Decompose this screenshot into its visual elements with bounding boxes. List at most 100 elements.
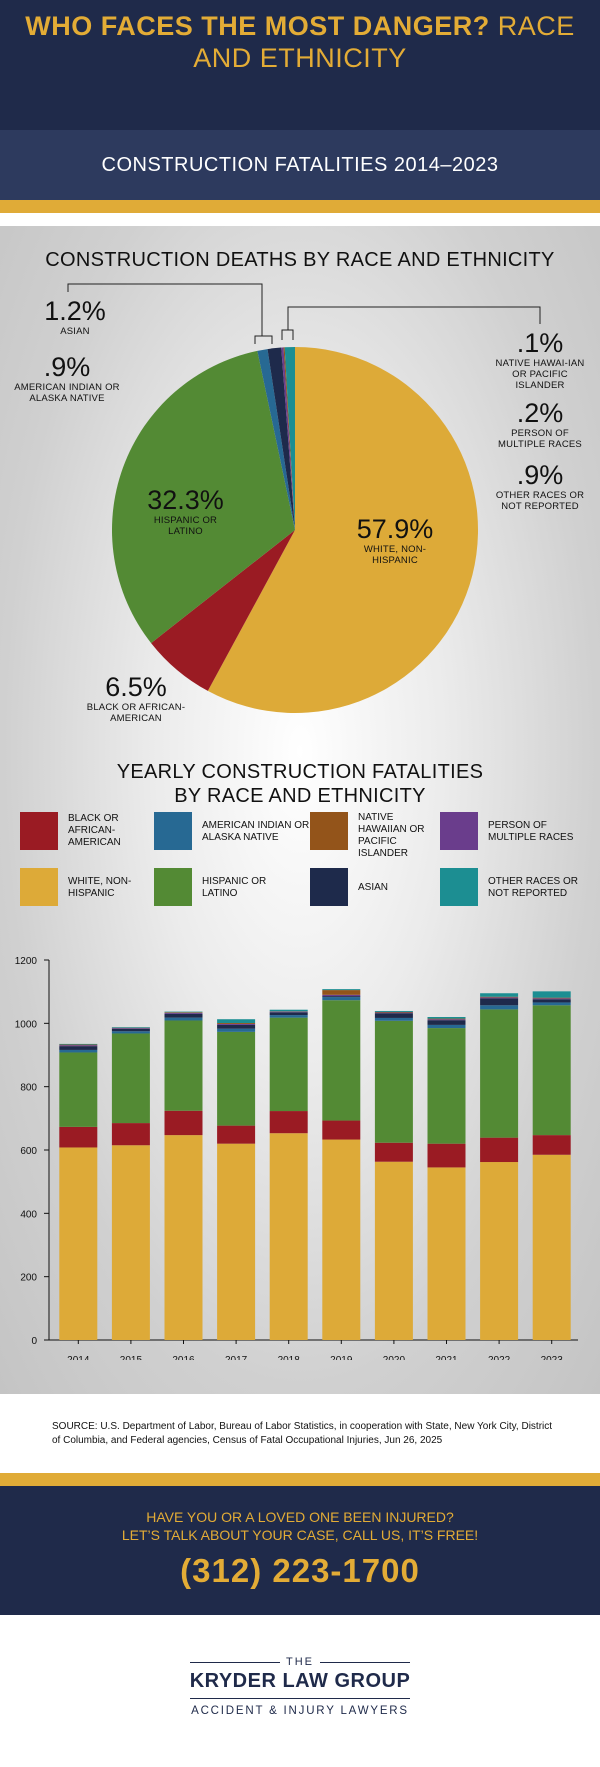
pie-pct-other: .9%	[516, 460, 564, 490]
legend-label-white: WHITE, NON-HISPANIC	[68, 876, 132, 899]
bar-segment-native_hawaiian	[427, 1018, 466, 1020]
pie-label-hispanic: 32.3% HISPANIC OR LATINO	[138, 485, 233, 537]
pie-slice-asian	[267, 347, 295, 530]
x-tick-label: 2017	[225, 1355, 248, 1360]
bar-segment-hispanic	[59, 1052, 98, 1127]
legend-swatch-asian	[310, 868, 348, 906]
bar-segment-native_hawaiian	[374, 1011, 413, 1013]
pie-pct-american-indian: .9%	[43, 352, 91, 382]
logo-the: THE	[286, 1656, 314, 1668]
bar-segment-black	[59, 1126, 98, 1148]
pie-slice-american_indian	[257, 349, 295, 530]
logo-tagline: ACCIDENT & INJURY LAWYERS	[191, 1705, 409, 1717]
bar-segment-white_nonhispanic	[322, 1139, 361, 1340]
legend-swatch-multiple	[440, 812, 478, 850]
pie-lbl-hispanic: HISPANIC OR LATINO	[153, 515, 218, 537]
pie-pct-multiple: .2%	[516, 398, 564, 428]
bar-segment-native_hawaiian	[217, 1023, 256, 1024]
bar-segment-american_indian	[59, 1049, 98, 1053]
bar-segment-white_nonhispanic	[164, 1135, 203, 1340]
pie-label-native-hawaiian: .1% NATIVE HAWAI-IAN OR PACIFIC ISLANDER	[492, 328, 588, 391]
bar-chart-title: YEARLY CONSTRUCTION FATALITIES BY RACE A…	[0, 760, 600, 808]
bar-segment-black	[322, 1120, 361, 1140]
pie-label-american-indian: .9% AMERICAN INDIAN OR ALASKA NATIVE	[12, 352, 122, 404]
pie-lbl-asian: ASIAN	[60, 326, 90, 337]
pie-slice-black	[151, 530, 295, 691]
bar-segment-hispanic	[217, 1031, 256, 1126]
x-tick-label: 2019	[330, 1355, 353, 1360]
bar-segment-other_races	[111, 1027, 150, 1028]
pie-label-white: 57.9% WHITE, NON-HISPANIC	[345, 514, 445, 566]
bar-segment-other_races	[164, 1011, 203, 1013]
pie-slice-white_nonhispanic	[207, 347, 479, 713]
bar-segment-multiple_races	[374, 1012, 413, 1014]
bar-segment-multiple_races	[217, 1023, 256, 1025]
bar-segment-multiple_races	[269, 1011, 308, 1013]
bar-segment-american_indian	[322, 997, 361, 1001]
bar-segment-american_indian	[480, 1005, 519, 1010]
pie-lbl-white: WHITE, NON-HISPANIC	[363, 544, 427, 566]
bar-segment-hispanic	[322, 1000, 361, 1121]
bar-segment-black	[374, 1142, 413, 1162]
pie-slice-other_races	[284, 347, 295, 530]
title-bold: WHO FACES THE MOST DANGER?	[25, 11, 490, 41]
bar-segment-american_indian	[374, 1017, 413, 1021]
leader-other-groups	[281, 306, 541, 340]
bar-segment-hispanic	[374, 1020, 413, 1143]
cta-line1: HAVE YOU OR A LOVED ONE BEEN INJURED?	[146, 1509, 454, 1525]
bar-segment-asian	[111, 1028, 150, 1032]
bar-segment-asian	[217, 1024, 256, 1029]
pie-label-multiple: .2% PERSON OF MULTIPLE RACES	[492, 398, 588, 450]
bar-segment-other_races	[532, 991, 571, 998]
bar-segment-white_nonhispanic	[374, 1161, 413, 1340]
pie-slice-hispanic	[112, 350, 295, 644]
legend-label-hispanic: HISPANIC OR LATINO	[202, 876, 267, 899]
bar-segment-other_races	[269, 1009, 308, 1012]
legend-swatch-other	[440, 868, 478, 906]
gold-divider-bottom	[0, 1473, 600, 1486]
bar-segment-other_races	[322, 989, 361, 991]
bar-segment-american_indian	[111, 1031, 150, 1034]
bar-segment-american_indian	[427, 1024, 466, 1029]
leader-other-groups-tick	[288, 329, 294, 340]
phone-number-link[interactable]: (312) 223-1700	[180, 1552, 420, 1589]
header-band	[0, 0, 600, 130]
legend-swatch-native-hawaiian	[310, 812, 348, 850]
bar-title-line2: BY RACE AND ETHNICITY	[174, 785, 426, 807]
logo-rule	[190, 1698, 410, 1699]
y-tick-label: 800	[20, 1083, 37, 1094]
bar-segment-hispanic	[111, 1033, 150, 1124]
y-tick-label: 1200	[15, 956, 38, 967]
bar-segment-hispanic	[532, 1005, 571, 1136]
stacked-bar-chart: 0 200 400 600 800 1000 1200 2014 2015 2016 2017 201…	[15, 956, 578, 1360]
kryder-logo[interactable]: THE KRYDER LAW GROUP ACCIDENT & INJURY L…	[0, 1650, 600, 1730]
logo-line-left	[190, 1662, 280, 1663]
legend-swatch-hispanic	[154, 868, 192, 906]
pie-pct-hispanic: 32.3%	[147, 485, 224, 515]
bar-segment-asian	[322, 996, 361, 998]
bar-segment-hispanic	[427, 1028, 466, 1144]
x-tick-label: 2018	[278, 1355, 301, 1360]
bar-segment-american_indian	[164, 1017, 203, 1021]
bar-segment-asian	[269, 1012, 308, 1016]
subheader-band	[0, 130, 600, 200]
gold-divider-top	[0, 200, 600, 213]
pie-slice-multiple_races	[281, 347, 295, 530]
bar-segment-white_nonhispanic	[532, 1154, 571, 1340]
legend-label-asian: ASIAN	[358, 882, 389, 893]
bar-segment-white_nonhispanic	[480, 1162, 519, 1340]
x-tick-label: 2015	[120, 1355, 143, 1360]
bar-segment-asian	[480, 998, 519, 1006]
pie-lbl-american-indian: AMERICAN INDIAN OR ALASKA NATIVE	[14, 382, 120, 404]
legend-label-other: OTHER RACES OR NOT REPORTED	[488, 876, 579, 899]
bar-segment-american_indian	[217, 1028, 256, 1032]
y-tick-label: 400	[20, 1209, 37, 1220]
title-thin: RACE AND ETHNICITY	[193, 11, 575, 73]
x-tick-label: 2020	[383, 1355, 406, 1360]
pie-pct-white: 57.9%	[356, 514, 434, 544]
bar-segment-multiple_races	[59, 1045, 98, 1047]
bar-segment-hispanic	[164, 1020, 203, 1111]
logo-name: KRYDER LAW GROUP	[189, 1670, 411, 1692]
pie-lbl-black: BLACK OR AFRICAN-AMERICAN	[86, 702, 186, 724]
